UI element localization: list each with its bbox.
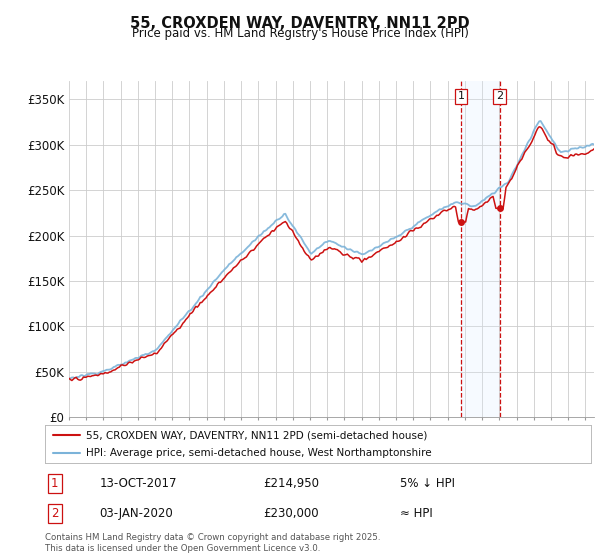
Text: 2: 2 [496,91,503,101]
Text: £214,950: £214,950 [263,477,319,490]
Bar [461,81,499,417]
Text: 1: 1 [51,477,59,490]
Text: ≈ HPI: ≈ HPI [400,507,433,520]
Text: 5% ↓ HPI: 5% ↓ HPI [400,477,455,490]
Text: £230,000: £230,000 [263,507,319,520]
Text: 1: 1 [458,91,465,101]
Text: Price paid vs. HM Land Registry's House Price Index (HPI): Price paid vs. HM Land Registry's House … [131,27,469,40]
Text: 55, CROXDEN WAY, DAVENTRY, NN11 2PD (semi-detached house): 55, CROXDEN WAY, DAVENTRY, NN11 2PD (sem… [86,430,427,440]
Text: 03-JAN-2020: 03-JAN-2020 [100,507,173,520]
Text: 13-OCT-2017: 13-OCT-2017 [100,477,177,490]
Text: HPI: Average price, semi-detached house, West Northamptonshire: HPI: Average price, semi-detached house,… [86,448,431,458]
Text: 2: 2 [51,507,59,520]
Text: Contains HM Land Registry data © Crown copyright and database right 2025.
This d: Contains HM Land Registry data © Crown c… [45,533,380,553]
Text: 55, CROXDEN WAY, DAVENTRY, NN11 2PD: 55, CROXDEN WAY, DAVENTRY, NN11 2PD [130,16,470,31]
